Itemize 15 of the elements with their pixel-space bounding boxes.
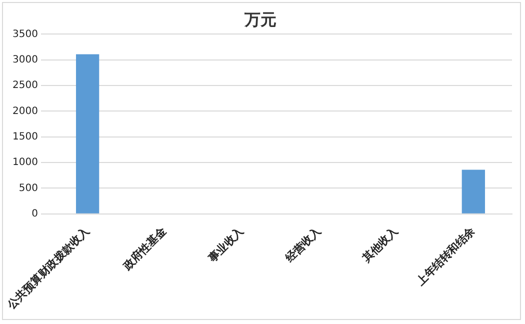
x-tick-label: 上年结转和结余 [413,224,478,289]
y-tick-label: 3500 [12,28,38,40]
y-tick-label: 500 [18,182,38,194]
x-tick-label: 事业收入 [205,224,247,266]
y-tick-label: 1000 [12,157,38,168]
y-tick-label: 3000 [12,54,38,66]
y-tick-label: 2000 [12,106,38,117]
x-tick-label: 其他收入 [359,224,402,266]
y-tick-label: 0 [32,208,38,220]
y-tick-label: 1500 [12,131,38,142]
x-tick-label: 经营收入 [282,224,324,266]
x-tick-label: 政府性基金 [120,224,170,274]
x-tick-label: 公共预算财政拨款收入 [4,224,92,312]
chart-title: 万元 [244,10,276,29]
y-tick-label: 2500 [12,80,38,92]
